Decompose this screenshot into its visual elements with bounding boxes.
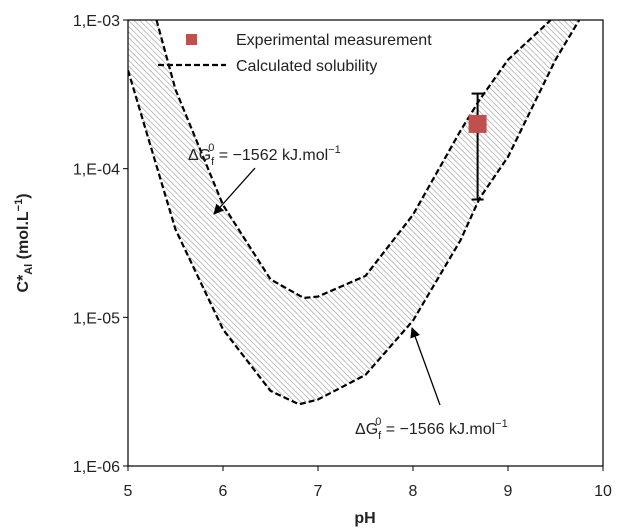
x-tick-label: 8 bbox=[409, 483, 418, 500]
y-axis-label: C*Al (mol.L−1) bbox=[13, 193, 35, 292]
annotation-part: = −1566 kJ.mol bbox=[381, 421, 495, 438]
annotation-part: 0 bbox=[375, 416, 381, 428]
y-tick-label: 1,E-04 bbox=[73, 162, 120, 179]
annotation-part: = −1562 kJ.mol bbox=[214, 147, 328, 164]
y-tick-label: 1,E-05 bbox=[73, 310, 120, 327]
x-tick-label: 6 bbox=[219, 483, 228, 500]
annotation-part: −1 bbox=[495, 418, 508, 430]
legend-label: Experimental measurement bbox=[236, 32, 432, 49]
annotation-part: f bbox=[378, 430, 382, 442]
annotation-part: −1 bbox=[328, 144, 341, 156]
annotation-part: ΔG bbox=[188, 147, 211, 164]
y-axis-label-part: Al bbox=[23, 264, 35, 275]
plot-frame bbox=[127, 19, 604, 467]
point bbox=[468, 114, 487, 133]
y-axis-label-part: ) bbox=[15, 193, 32, 198]
y-axis-label-part: C* bbox=[15, 274, 32, 293]
y-tick-label: 1,E-06 bbox=[73, 459, 120, 476]
plot-area bbox=[128, 20, 581, 406]
annotation-part: ΔG bbox=[355, 421, 378, 438]
y-axis-label-part: (mol.L bbox=[15, 211, 32, 264]
annotation-part: f bbox=[211, 156, 215, 168]
curve bbox=[128, 20, 581, 406]
legend-marker bbox=[186, 34, 197, 45]
annotation-part: 0 bbox=[208, 142, 214, 154]
legend-label: Calculated solubility bbox=[236, 58, 377, 75]
arrow bbox=[213, 167, 256, 215]
x-tick-label: 5 bbox=[124, 483, 133, 500]
x-tick-label: 7 bbox=[314, 483, 323, 500]
curve bbox=[155, 20, 552, 300]
x-tick-label: 10 bbox=[594, 483, 612, 500]
arrow bbox=[410, 327, 441, 406]
x-axis-label: pH bbox=[354, 510, 375, 527]
x-tick-label: 9 bbox=[504, 483, 513, 500]
y-axis-label-part: −1 bbox=[13, 199, 25, 212]
annotation: ΔGf 0 = −1562 kJ.mol−1 bbox=[188, 142, 341, 168]
y-tick-label: 1,E-03 bbox=[73, 13, 120, 30]
band bbox=[128, 20, 580, 405]
annotation: ΔGf 0 = −1566 kJ.mol−1 bbox=[355, 416, 508, 442]
